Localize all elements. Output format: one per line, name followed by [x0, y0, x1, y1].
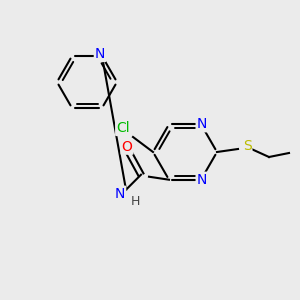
Text: S: S — [243, 139, 251, 153]
Text: Cl: Cl — [116, 121, 130, 135]
Text: N: N — [95, 47, 105, 61]
Text: N: N — [197, 117, 207, 131]
Text: N: N — [115, 187, 125, 201]
Text: N: N — [197, 173, 207, 187]
Text: O: O — [122, 140, 132, 154]
Text: H: H — [130, 195, 140, 208]
